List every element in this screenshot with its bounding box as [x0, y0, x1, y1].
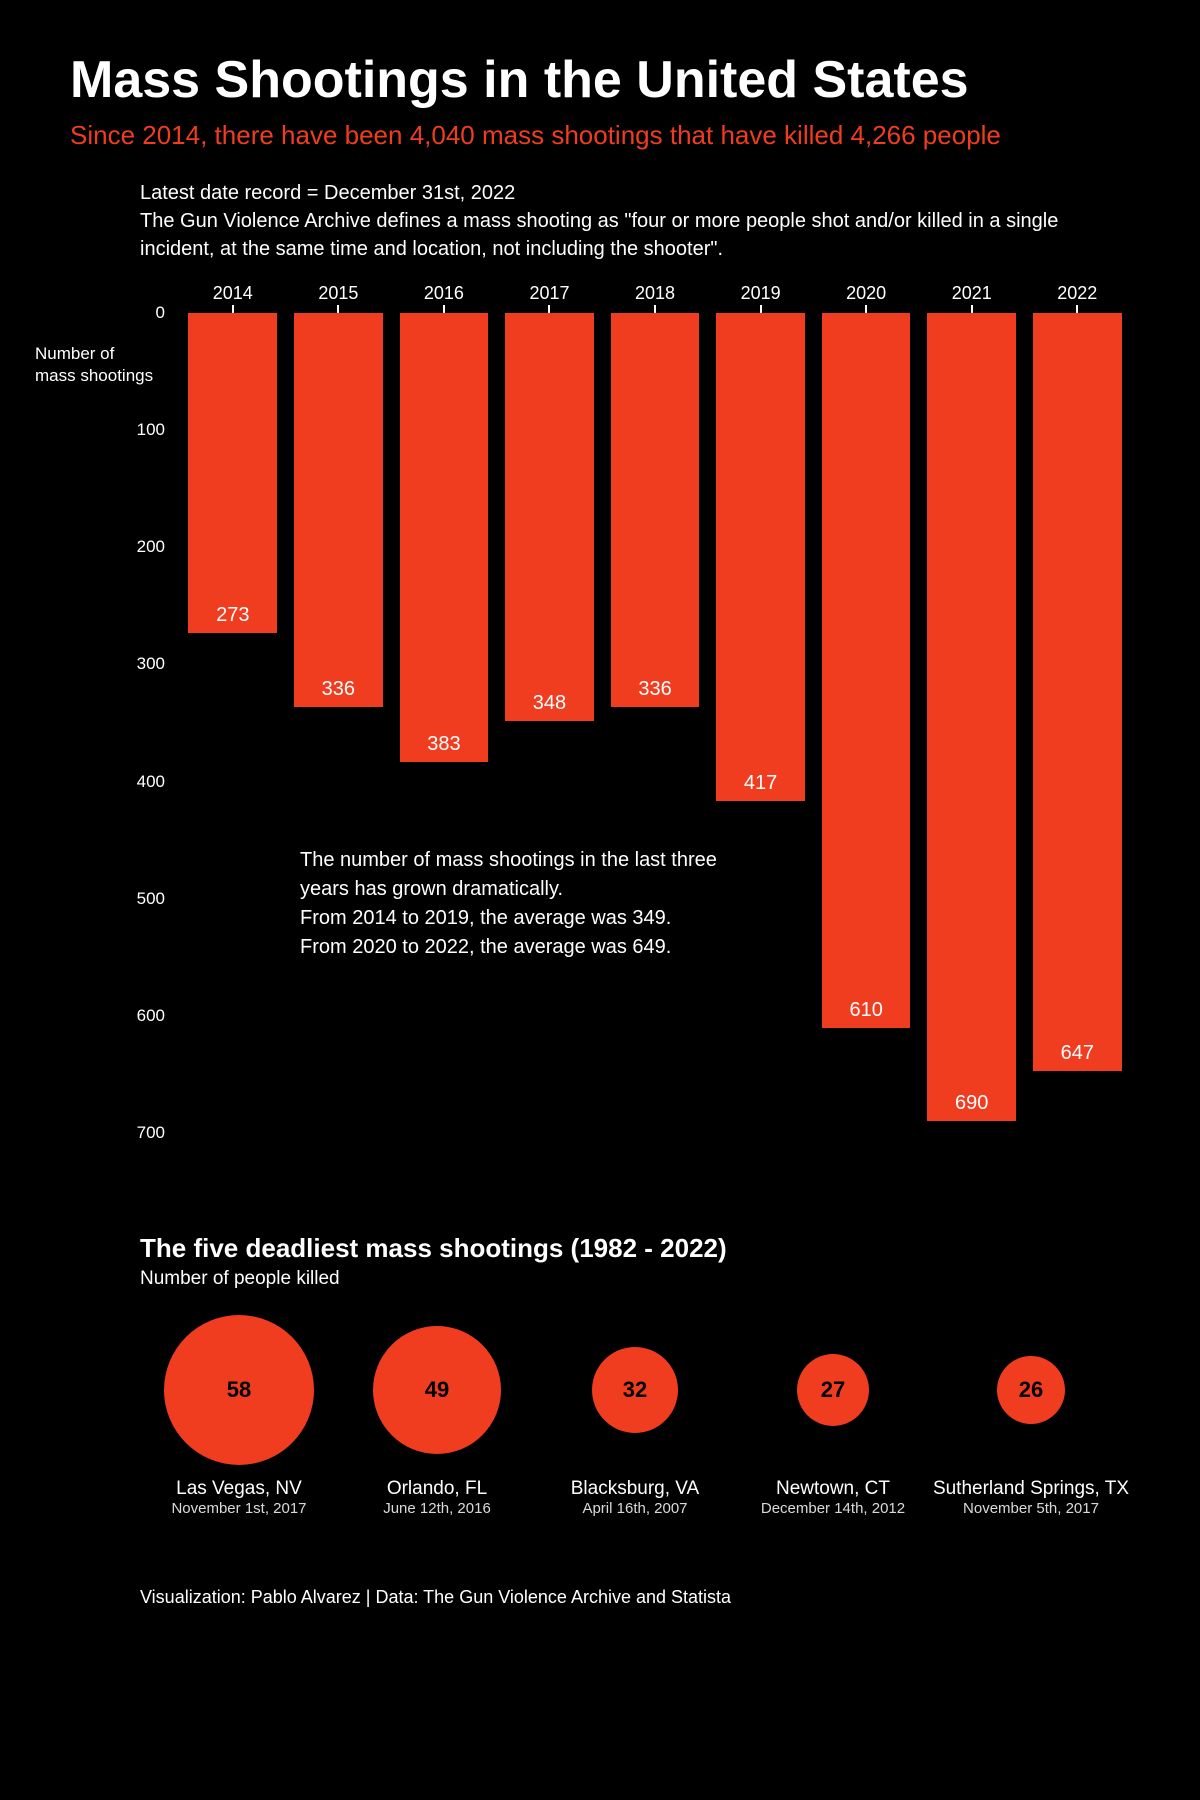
bubble-date: April 16th, 2007: [582, 1500, 687, 1517]
latest-date-note: Latest date record = December 31st, 2022: [140, 179, 1090, 207]
bar-value-label: 273: [188, 604, 277, 627]
bar-value-label: 417: [716, 772, 805, 795]
bubbles-subtitle: Number of people killed: [140, 1268, 1130, 1290]
bubble-item: 58 Las Vegas, NVNovember 1st, 2017: [140, 1310, 338, 1517]
bar-value-label: 336: [611, 678, 700, 701]
bubble-location: Las Vegas, NV: [176, 1478, 302, 1500]
xaxis-tick: [865, 305, 867, 313]
bubbles-row: 58 Las Vegas, NVNovember 1st, 2017 49 Orlan…: [140, 1310, 1130, 1517]
ytick-label: 400: [125, 772, 165, 792]
xaxis-tick: [337, 305, 339, 313]
bars-row: 273 336 383 348 336 417 610 690 647: [180, 313, 1130, 1133]
ytick-label: 0: [125, 303, 165, 323]
bubble-item: 32 Blacksburg, VAApril 16th, 2007: [536, 1310, 734, 1517]
bar-column: 348: [497, 313, 603, 1133]
infographic-container: Mass Shootings in the United States Sinc…: [0, 0, 1200, 1638]
xaxis-tick: [971, 305, 973, 313]
bar-column: 383: [391, 313, 497, 1133]
definition-note: Latest date record = December 31st, 2022…: [140, 179, 1090, 263]
bubble-date: November 5th, 2017: [963, 1500, 1099, 1517]
xaxis-tick: [232, 305, 234, 313]
xaxis-label: 2014: [180, 283, 286, 304]
bubble-item: 26 Sutherland Springs, TXNovember 5th, 20…: [932, 1310, 1130, 1517]
xaxis-label: 2021: [919, 283, 1025, 304]
bubble-location: Newtown, CT: [776, 1478, 890, 1500]
bubble-circle: 49: [373, 1326, 501, 1454]
xaxis-tick: [654, 305, 656, 313]
xaxis-label: 2022: [1025, 283, 1131, 304]
bar: 383: [400, 313, 489, 762]
xaxis-tick: [548, 305, 550, 313]
ytick-label: 500: [125, 889, 165, 909]
bar: 610: [822, 313, 911, 1028]
definition-text: The Gun Violence Archive defines a mass …: [140, 207, 1090, 263]
page-title: Mass Shootings in the United States: [70, 50, 1130, 110]
xaxis-label: 2018: [602, 283, 708, 304]
bar: 336: [294, 313, 383, 707]
ytick-label: 300: [125, 654, 165, 674]
bar: 336: [611, 313, 700, 707]
ytick-label: 700: [125, 1123, 165, 1143]
xaxis-tick: [760, 305, 762, 313]
bar-column: 690: [919, 313, 1025, 1133]
bubble-location: Blacksburg, VA: [571, 1478, 699, 1500]
xaxis-tick: [443, 305, 445, 313]
bar-column: 610: [813, 313, 919, 1133]
bubble-date: June 12th, 2016: [383, 1500, 491, 1517]
bubble-item: 49 Orlando, FLJune 12th, 2016: [338, 1310, 536, 1517]
ytick-label: 100: [125, 420, 165, 440]
bubble-date: November 1st, 2017: [171, 1500, 306, 1517]
bar-value-label: 348: [505, 692, 594, 715]
bar: 417: [716, 313, 805, 801]
page-subtitle: Since 2014, there have been 4,040 mass s…: [70, 120, 1130, 151]
xaxis-label: 2020: [813, 283, 919, 304]
xaxis-tick: [1076, 305, 1078, 313]
bar-column: 336: [286, 313, 392, 1133]
xaxis-label: 2017: [497, 283, 603, 304]
ytick-label: 600: [125, 1006, 165, 1026]
bubble-location: Sutherland Springs, TX: [933, 1478, 1129, 1500]
bubble-location: Orlando, FL: [387, 1478, 487, 1500]
xaxis-label: 2019: [708, 283, 814, 304]
xaxis-label: 2016: [391, 283, 497, 304]
bar-column: 417: [708, 313, 814, 1133]
bar-value-label: 610: [822, 999, 911, 1022]
bar: 348: [505, 313, 594, 721]
bubbles-title: The five deadliest mass shootings (1982 …: [140, 1233, 1130, 1264]
bar-chart: Number of mass shootings 010020030040050…: [70, 313, 1130, 1133]
bubble-circle: 58: [164, 1315, 314, 1465]
bar: 690: [927, 313, 1016, 1121]
bubble-date: December 14th, 2012: [761, 1500, 905, 1517]
bubble-circle: 32: [592, 1347, 678, 1433]
bubbles-section: The five deadliest mass shootings (1982 …: [140, 1233, 1130, 1517]
xaxis-label: 2015: [286, 283, 392, 304]
bubble-circle: 26: [997, 1356, 1065, 1424]
bubble-item: 27 Newtown, CTDecember 14th, 2012: [734, 1310, 932, 1517]
chart-annotation: The number of mass shootings in the last…: [300, 846, 730, 962]
ytick-label: 200: [125, 537, 165, 557]
xaxis-row: 201420152016201720182019202020212022: [180, 283, 1130, 304]
bar-value-label: 647: [1033, 1042, 1122, 1065]
plot-area: 201420152016201720182019202020212022 273…: [180, 313, 1130, 1133]
bar-value-label: 383: [400, 733, 489, 756]
bar-value-label: 690: [927, 1092, 1016, 1115]
bar-value-label: 336: [294, 678, 383, 701]
bar: 647: [1033, 313, 1122, 1071]
bubble-circle: 27: [797, 1354, 869, 1426]
credit-line: Visualization: Pablo Alvarez | Data: The…: [140, 1587, 1130, 1608]
bar-column: 273: [180, 313, 286, 1133]
bar: 273: [188, 313, 277, 633]
bar-column: 647: [1025, 313, 1131, 1133]
bar-column: 336: [602, 313, 708, 1133]
yaxis-label: Number of mass shootings: [35, 343, 155, 387]
